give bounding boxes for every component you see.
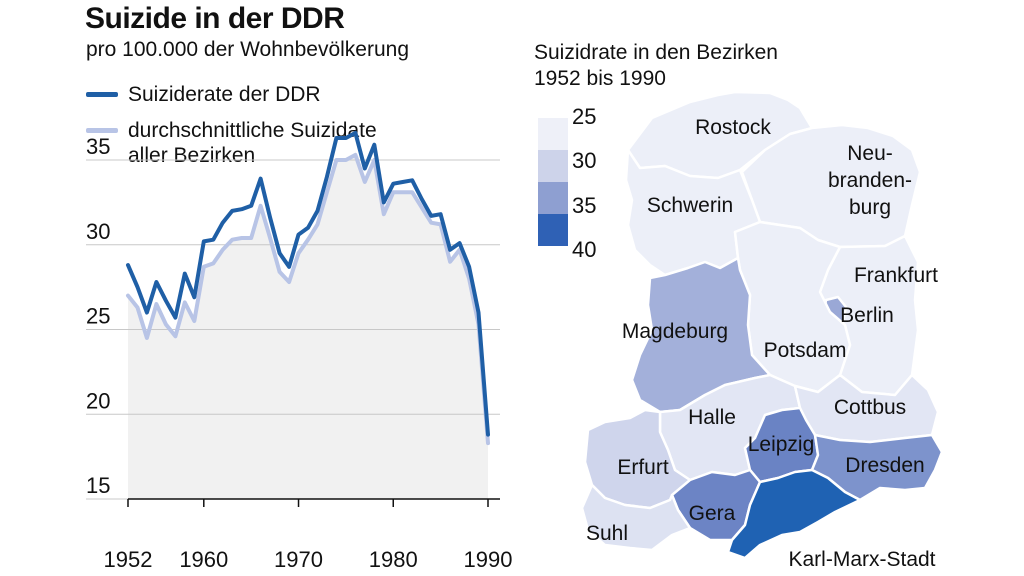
scale-label-40: 40 (572, 237, 597, 262)
map-label-neubrandenburg: Neu-branden-burg (828, 142, 912, 219)
x-tick-label-1960: 1960 (179, 547, 228, 572)
map-label-line: Neu- (847, 142, 893, 165)
map-label-karl-marx-stadt: Karl-Marx-Stadt (788, 548, 935, 571)
map-label-cottbus: Cottbus (834, 396, 906, 419)
legend-item-ddr: Suiziderate der DDR (86, 82, 321, 107)
legend-swatch-ddr (86, 92, 118, 97)
map-label-erfurt: Erfurt (617, 456, 669, 479)
scale-swatch-40 (538, 214, 568, 246)
x-tick-label-1952: 1952 (104, 547, 153, 572)
x-tick-label-1980: 1980 (369, 547, 418, 572)
scale-label-35: 35 (572, 193, 597, 218)
map-label-rostock: Rostock (695, 116, 771, 139)
map-label-frankfurt: Frankfurt (854, 264, 938, 287)
line-chart: 15 20 25 30 35 1952 1960 1970 1980 1990 (86, 130, 513, 572)
map-label-potsdam: Potsdam (764, 339, 847, 362)
series-line-ddr (126, 130, 490, 437)
plot-area-fill (128, 154, 488, 499)
map-label-line: burg (849, 196, 891, 219)
chart-subtitle: pro 100.000 der Wohnbevölkerung (86, 38, 410, 61)
map-label-suhl: Suhl (586, 522, 628, 545)
map-label-berlin: Berlin (840, 304, 894, 327)
legend-label-ddr: Suiziderate der DDR (128, 83, 321, 106)
y-tick-label-30: 30 (86, 219, 110, 244)
y-tick-label-15: 15 (86, 473, 110, 498)
map-label-leipzig: Leipzig (748, 433, 815, 456)
y-tick-label-25: 25 (86, 304, 110, 329)
map-region-karl-marx-stadt (726, 468, 862, 560)
map-region-suhl (580, 483, 692, 552)
map-label-gera: Gera (689, 502, 736, 525)
map-label-schwerin: Schwerin (647, 194, 733, 217)
scale-swatch-30 (538, 150, 568, 182)
x-tick-label-1990: 1990 (464, 547, 513, 572)
map-label-halle: Halle (688, 406, 736, 429)
scale-label-25: 25 (572, 104, 597, 129)
map-title: Suizidrate in den Bezirken 1952 bis 1990 (534, 41, 778, 90)
scale-label-30: 30 (572, 148, 597, 173)
map-label-dresden: Dresden (845, 454, 924, 477)
map-label-magdeburg: Magdeburg (622, 320, 728, 343)
y-tick-label-35: 35 (86, 134, 110, 159)
y-tick-label-20: 20 (86, 388, 110, 413)
chart-title: Suizide in der DDR (85, 2, 345, 35)
legend-swatch-average (86, 128, 118, 133)
x-tick-label-1970: 1970 (274, 547, 323, 572)
scale-swatch-25 (538, 118, 568, 150)
scale-swatch-35 (538, 182, 568, 214)
series-line-average (126, 152, 490, 446)
map-label-line: branden- (828, 169, 912, 192)
